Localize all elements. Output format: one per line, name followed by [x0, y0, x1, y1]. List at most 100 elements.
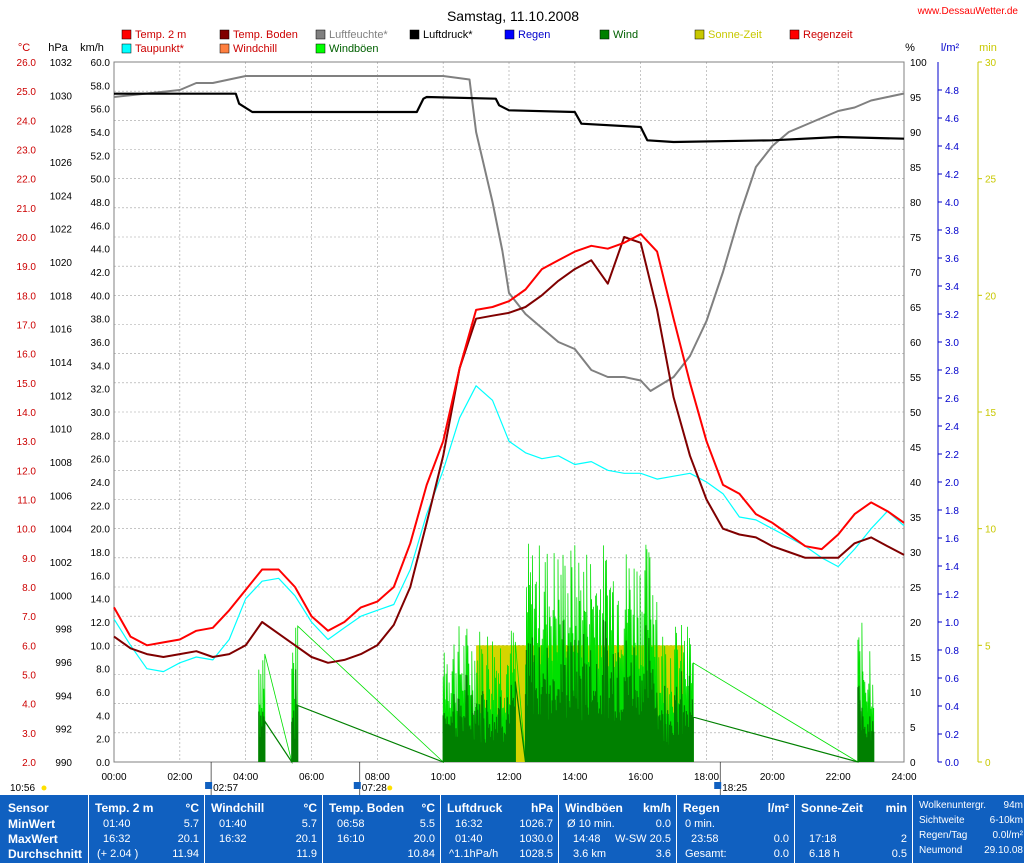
- temp-tick: 19.0: [17, 262, 37, 273]
- humidity-tick: 40: [910, 478, 922, 489]
- boden-unit: °C: [421, 801, 435, 815]
- temp-tick: 25.0: [17, 87, 37, 98]
- temp-tick: 22.0: [17, 175, 37, 186]
- temp-tick: 7.0: [22, 612, 36, 623]
- misc-wolken-label: Wolkenuntergr.: [919, 800, 987, 811]
- wind-tick: 34.0: [91, 361, 111, 372]
- sonne-time: 17:18: [809, 833, 837, 845]
- legend: Temp. 2 m Temp. Boden Luftfeuchte* Luftdruc…: [121, 29, 853, 55]
- wind-tick: 6.0: [96, 688, 110, 699]
- humidity-tick: 20: [910, 618, 922, 629]
- wind-tick: 50.0: [91, 175, 111, 186]
- temp-max-value: 20.1: [177, 833, 199, 845]
- rain-tick: 0.4: [945, 702, 959, 713]
- wind-tick: 58.0: [91, 81, 111, 92]
- temp-min-value: 5.7: [183, 818, 199, 830]
- temp-tick: 4.0: [22, 700, 36, 711]
- legend-swatch: [121, 43, 132, 54]
- humidity-tick: 90: [910, 128, 922, 139]
- temp-max-time: 16:32: [103, 833, 131, 845]
- boeen-avg-value: 0.0: [655, 818, 671, 830]
- sun-tick: 20: [985, 291, 997, 302]
- misc-sicht-label: Sichtweite: [919, 815, 965, 826]
- humidity-tick: 65: [910, 303, 922, 314]
- temp-unit: °C: [185, 801, 199, 815]
- pressure-tick: 998: [55, 625, 72, 636]
- pressure-tick: 1032: [50, 58, 73, 69]
- humidity-tick: 50: [910, 408, 922, 419]
- druck-min-time: 16:32: [455, 818, 483, 830]
- site-link[interactable]: www.DessauWetter.de: [917, 6, 1019, 17]
- pressure-tick: 1030: [50, 91, 73, 102]
- legend-swatch: [315, 29, 326, 40]
- temp-header: Temp. 2 m: [95, 801, 154, 815]
- pressure-tick: 1002: [50, 558, 73, 569]
- boeen-distance: 3.6 km: [573, 848, 607, 860]
- chart-title: Samstag, 11.10.2008: [447, 8, 579, 24]
- druck-unit: hPa: [530, 801, 553, 815]
- humidity-tick: 60: [910, 338, 922, 349]
- x-tick: 00:00: [101, 772, 126, 783]
- misc-regen-value: 0.0l/m²: [992, 830, 1023, 841]
- temp-2-m-line: [113, 233, 905, 647]
- temp-avg-note: (+ 2.04 ): [97, 848, 139, 860]
- sunrise-icon: [353, 782, 361, 789]
- wind-tick: 36.0: [91, 338, 111, 349]
- legend-swatch: [409, 29, 420, 40]
- sunset-icon: [714, 782, 722, 789]
- humidity-tick: 100: [910, 58, 927, 69]
- druck-max-time: 01:40: [455, 833, 483, 845]
- boeen-distance-value: 3.6: [655, 848, 671, 860]
- pressure-tick: 1004: [50, 525, 73, 536]
- legend-swatch: [789, 29, 800, 40]
- rain-tick: 0.2: [945, 730, 959, 741]
- regen-header: Regen: [683, 801, 720, 815]
- temp-tick: 23.0: [17, 146, 37, 157]
- druck-header: Luftdruck: [447, 801, 503, 815]
- legend-label: Taupunkt*: [135, 43, 185, 55]
- wind-tick: 10.0: [91, 641, 111, 652]
- wind-tick: 18.0: [91, 548, 111, 559]
- windchill-max-value: 20.1: [295, 833, 317, 845]
- boden-min-value: 5.5: [419, 818, 435, 830]
- humidity-tick: 25: [910, 583, 922, 594]
- rain-tick: 4.0: [945, 198, 959, 209]
- temp-tick: 16.0: [17, 350, 37, 361]
- legend-label: Windböen: [329, 43, 379, 55]
- legend-label: Temp. Boden: [233, 29, 298, 41]
- wind-tick: 20.0: [91, 525, 111, 536]
- sunrise-dot: [387, 785, 393, 791]
- legend-swatch: [219, 29, 230, 40]
- boden-avg-value: 10.84: [407, 848, 435, 860]
- temp-tick: 3.0: [22, 729, 36, 740]
- pressure-tick: 994: [55, 691, 72, 702]
- legend-swatch: [219, 43, 230, 54]
- temp-tick: 18.0: [17, 291, 37, 302]
- legend-label: Wind: [613, 29, 638, 41]
- x-tick: 24:00: [891, 772, 916, 783]
- rain-tick: 2.2: [945, 450, 959, 461]
- temp-boden-line: [113, 236, 905, 664]
- luftfeuchte-line: [113, 75, 905, 392]
- sensor-header: Sensor: [8, 801, 49, 815]
- wind-axis-label: km/h: [80, 42, 104, 54]
- boden-column: Temp. Boden °C 06:58 5.5 16:10 20.0 10.84: [322, 795, 441, 863]
- wind-tick: 0.0: [96, 758, 110, 769]
- rain-tick: 3.8: [945, 226, 959, 237]
- wind-tick: 4.0: [96, 711, 110, 722]
- druck-column: Luftdruck hPa 16:32 1026.7 01:40 1030.0 ^1.…: [440, 795, 559, 863]
- boeen-direction: W-SW: [615, 833, 647, 845]
- humidity-tick: 80: [910, 198, 922, 209]
- pressure-tick: 1020: [50, 258, 73, 269]
- regen-column: Regen l/m² 0 min. 23:58 0.0 Gesamt: 0.0: [676, 795, 795, 863]
- temp-tick: 20.0: [17, 233, 37, 244]
- humidity-tick: 10: [910, 688, 922, 699]
- tick-labels: 2.0 3.0 4.0 5.0 6.0 7.0 8.0 9.0 10.0 11.0 12.0 13.0…: [17, 58, 997, 783]
- pressure-tick: 990: [55, 758, 72, 769]
- regen-unit: l/m²: [767, 801, 789, 815]
- wind-tick: 28.0: [91, 431, 111, 442]
- humidity-tick: 35: [910, 513, 922, 524]
- rain-tick: 4.2: [945, 170, 959, 181]
- humidity-tick: 0: [910, 758, 916, 769]
- wind-tick: 60.0: [91, 58, 111, 69]
